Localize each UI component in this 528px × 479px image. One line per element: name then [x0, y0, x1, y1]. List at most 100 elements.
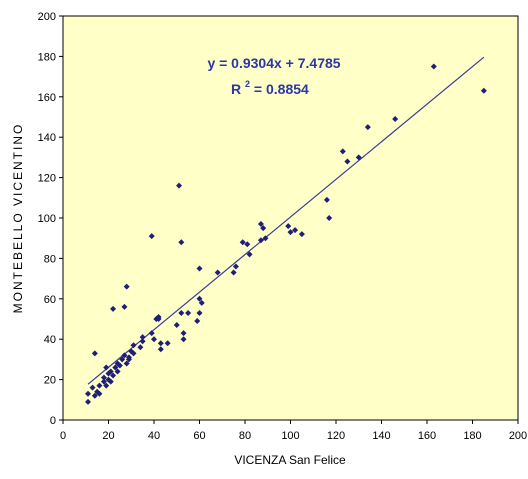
x-tick-label: 60 [193, 430, 205, 442]
data-point [96, 382, 103, 389]
data-point [262, 235, 269, 242]
y-tick-label: 20 [44, 375, 56, 387]
x-tick-label: 80 [239, 430, 251, 442]
data-point [91, 392, 98, 399]
data-point [173, 322, 180, 329]
data-point [121, 352, 128, 359]
data-point [85, 398, 92, 405]
data-point [364, 124, 371, 131]
data-point [103, 382, 110, 389]
data-point [392, 116, 399, 123]
data-point [239, 239, 246, 246]
y-axis-ticks: 0 20 40 60 80 100 120 140 160 180 200 [38, 11, 63, 427]
data-point [119, 356, 126, 363]
data-point [137, 344, 144, 351]
x-tick-label: 100 [281, 430, 299, 442]
y-axis-title: MONTEBELLO VICENTINO [11, 123, 25, 314]
data-point [196, 309, 203, 316]
x-tick-label: 180 [463, 430, 481, 442]
r-squared-value: = 0.8854 [254, 81, 309, 97]
y-tick-label: 40 [44, 334, 56, 346]
y-tick-label: 200 [38, 11, 56, 23]
data-point [151, 336, 157, 343]
data-point [110, 372, 117, 379]
y-tick-label: 80 [44, 253, 56, 265]
x-tick-label: 200 [509, 430, 527, 442]
data-point [130, 350, 137, 357]
r-squared-prefix: R [231, 81, 241, 97]
data-point [480, 87, 487, 94]
data-point [176, 182, 183, 189]
data-point [180, 336, 187, 343]
x-tick-label: 20 [102, 430, 114, 442]
data-point [100, 374, 107, 381]
r-squared-superscript: 2 [245, 79, 250, 89]
r-squared-label: R 2 = 0.8854 [231, 74, 309, 97]
data-point [257, 221, 264, 228]
x-tick-label: 0 [60, 430, 66, 442]
data-point [116, 362, 123, 369]
data-point [214, 269, 221, 276]
data-point [180, 330, 187, 337]
data-point [155, 313, 162, 320]
data-point [196, 295, 203, 302]
y-tick-label: 160 [38, 92, 56, 104]
data-point [157, 346, 164, 353]
data-point [257, 237, 264, 244]
x-axis-ticks: 0 20 40 60 80 100 120 140 160 180 200 [60, 420, 527, 442]
data-point [355, 154, 362, 161]
data-point [260, 225, 267, 232]
equation-label: y = 0.9304x + 7.4785 [207, 55, 340, 71]
data-points [85, 63, 487, 405]
data-point [139, 338, 146, 345]
data-point [292, 227, 299, 234]
y-tick-label: 140 [38, 132, 56, 144]
data-point [110, 305, 117, 312]
data-point [244, 241, 251, 248]
data-point [112, 364, 119, 371]
data-point [287, 229, 294, 236]
data-point [230, 269, 237, 276]
data-point [89, 384, 96, 391]
data-point [178, 309, 185, 316]
data-point [100, 378, 107, 385]
data-point [130, 342, 137, 349]
y-tick-label: 120 [38, 173, 56, 185]
data-point [107, 378, 114, 385]
x-tick-label: 120 [327, 430, 345, 442]
data-point [123, 360, 130, 367]
data-point [139, 334, 146, 341]
data-point [232, 263, 239, 270]
y-tick-label: 60 [44, 294, 56, 306]
data-point [164, 340, 171, 347]
plot-area [62, 15, 519, 421]
data-point [107, 368, 114, 375]
data-point [185, 309, 192, 316]
x-tick-label: 40 [148, 430, 160, 442]
x-tick-label: 140 [372, 430, 390, 442]
y-tick-label: 0 [50, 415, 56, 427]
data-point [148, 330, 155, 337]
y-tick-label: 180 [38, 51, 56, 63]
data-point [339, 148, 346, 155]
data-point [125, 356, 132, 363]
data-point [178, 239, 185, 246]
data-point [323, 196, 330, 203]
data-point [198, 299, 205, 306]
data-point [148, 233, 155, 240]
y-tick-label: 100 [38, 213, 56, 225]
data-point [96, 390, 103, 397]
data-point [103, 364, 110, 371]
data-point [114, 368, 121, 375]
data-point [430, 63, 437, 70]
data-point [123, 283, 130, 290]
data-point [285, 223, 292, 230]
x-axis-title: VICENZA San Felice [234, 453, 346, 467]
x-tick-label: 160 [418, 430, 436, 442]
data-point [91, 350, 98, 357]
data-point [344, 158, 351, 165]
data-point [121, 303, 128, 310]
data-point [194, 318, 201, 325]
data-point [246, 251, 253, 258]
